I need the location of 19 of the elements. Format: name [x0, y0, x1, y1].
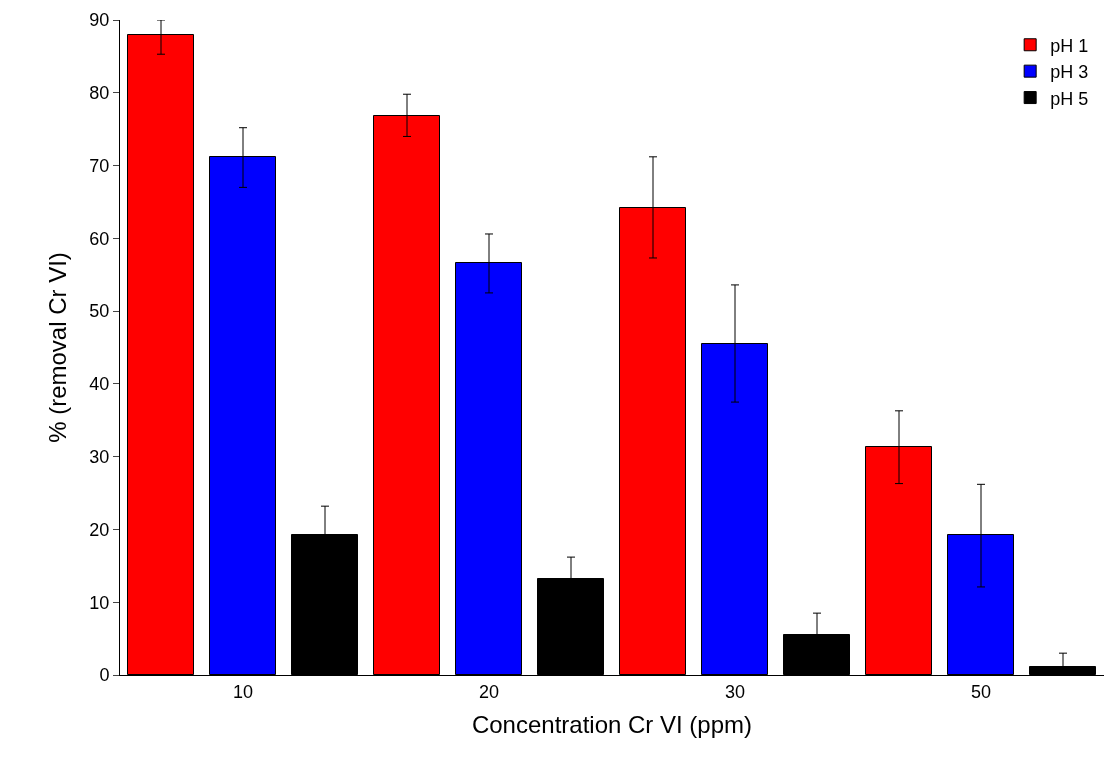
y-tick-label: 30	[89, 446, 110, 467]
y-tick-label: 20	[89, 519, 110, 540]
x-tick-label: 30	[724, 681, 746, 702]
x-tick-label: 20	[478, 681, 500, 702]
y-tick-label: 90	[89, 10, 110, 31]
legend-label: pH 1	[1050, 35, 1089, 56]
y-tick-label: 0	[99, 665, 110, 686]
y-tick-label: 10	[89, 592, 110, 613]
y-axis-title: % (removal Cr VI)	[44, 252, 72, 443]
y-tick-label: 60	[89, 228, 110, 249]
y-tick-label: 40	[89, 374, 110, 395]
y-tick-label: 50	[89, 301, 110, 322]
y-tick-label: 70	[89, 155, 110, 176]
legend-label: pH 5	[1050, 88, 1089, 109]
x-tick-label: 10	[232, 681, 254, 702]
legend-label: pH 3	[1050, 62, 1089, 83]
x-tick-label: 50	[970, 681, 992, 702]
y-tick-label: 80	[89, 83, 110, 104]
x-axis-title: Concentration Cr VI (ppm)	[471, 710, 753, 738]
